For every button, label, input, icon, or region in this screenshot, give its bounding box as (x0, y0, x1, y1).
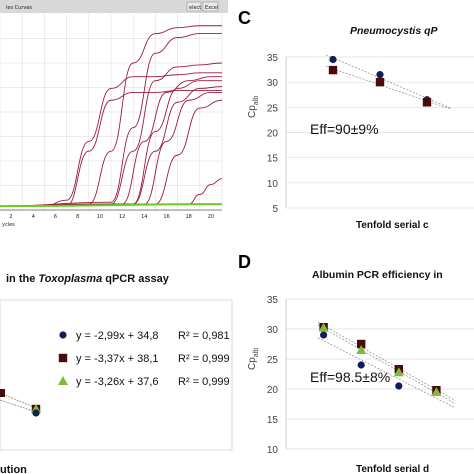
select-button[interactable] (186, 1, 202, 12)
data-point-square (422, 98, 432, 107)
amp-x-tick-label: 4 (32, 214, 35, 220)
data-point-triangle (356, 345, 367, 354)
fit-line (325, 65, 451, 110)
d-x-label: Tenfold serial d (356, 464, 429, 474)
d-y-label: Cpalb (247, 348, 260, 370)
panel-c: C Pneumocystis qP Cpalb 35 30 25 20 15 10 5 Ef… (238, 8, 474, 231)
data-point-circle (329, 55, 337, 64)
fit-line (317, 322, 456, 401)
amp-x-tick-label: 12 (119, 214, 125, 220)
c-efficiency: Eff=90±9% (310, 121, 379, 137)
d-efficiency: Eff=98.5±8% (310, 369, 390, 385)
data-point-square (357, 339, 366, 349)
toxo-legend-marker (58, 353, 68, 363)
panel-toxoplasma: in the Toxoplasma qPCR assay y = -2,99x … (0, 273, 233, 474)
toxo-legend: y = -2,99x + 34,8 R² = 0,981 y = -3,37x + … (58, 330, 230, 388)
amp-header-bar (0, 0, 228, 13)
toxo-legend-marker (59, 331, 67, 339)
amp-x-tick-label: 10 (97, 214, 103, 220)
y-tick-label: 25 (267, 103, 279, 114)
y-tick-label: 5 (272, 204, 278, 215)
data-point-circle (357, 361, 365, 369)
toxo-legend-equation: y = -3,37x + 38,1 (76, 353, 159, 365)
data-point-circle (320, 331, 328, 339)
toxo-title: in the Toxoplasma qPCR assay (6, 273, 170, 285)
toxo-point-square (0, 389, 5, 397)
d-title: Albumin PCR efficiency in (312, 269, 443, 281)
c-title: Pneumocystis qP (350, 25, 439, 37)
panel-d: D Albumin PCR efficiency in Cpalb 35 30 25… (238, 252, 474, 474)
panel-letter-d: D (238, 252, 251, 272)
toxo-fit-line (0, 399, 37, 413)
toxo-point-circle (32, 409, 40, 417)
toxo-legend-equation: y = -2,99x + 34,8 (76, 330, 159, 342)
amp-x-tick-label: 8 (76, 214, 79, 220)
y-tick-label: 20 (267, 385, 279, 396)
toxo-legend-r2: R² = 0,981 (178, 330, 230, 342)
amp-curve (0, 33, 222, 207)
toxo-fit-line (0, 392, 37, 409)
fit-line (317, 324, 456, 404)
amp-x-tick-label: 20 (208, 214, 214, 220)
amp-grid (0, 14, 223, 210)
toxo-legend-r2: R² = 0,999 (178, 353, 230, 365)
c-x-label: Tenfold serial c (356, 220, 429, 231)
amp-curve (0, 72, 222, 207)
data-point-circle (376, 71, 384, 79)
toxo-legend-marker (58, 376, 68, 385)
excel-button[interactable] (202, 1, 219, 12)
panel-letter-c: C (238, 8, 251, 28)
select-button-label: elect (189, 5, 201, 11)
toxo-x-label: ution (0, 464, 27, 474)
y-tick-label: 10 (267, 179, 279, 190)
toxo-legend-r2: R² = 0,999 (178, 376, 230, 388)
amp-curves (0, 25, 223, 208)
data-point-triangle (431, 387, 442, 396)
amp-x-tick-label: 2 (10, 214, 13, 220)
c-plot: 35 30 25 20 15 10 5 (267, 53, 474, 215)
y-tick-label: 35 (267, 53, 279, 64)
toxo-marks (0, 389, 41, 417)
amp-x-tick-label: 14 (141, 214, 147, 220)
amp-baseline (0, 203, 223, 208)
fit-line (317, 337, 456, 409)
y-tick-label: 35 (267, 295, 279, 306)
amp-x-tick-label: 18 (186, 214, 192, 220)
amp-x-ticks: 2 4 6 8 10 12 14 16 18 20 (10, 214, 215, 220)
amp-x-label: ycles (2, 222, 15, 228)
amp-header-label: les Curves (6, 5, 32, 11)
y-tick-label: 25 (267, 355, 279, 366)
toxo-legend-equation: y = -3,26x + 37,6 (76, 376, 159, 388)
data-point-square (375, 77, 385, 87)
data-point-circle (395, 382, 403, 390)
data-point-triangle (318, 322, 329, 332)
data-point-triangle (393, 367, 404, 377)
y-tick-label: 15 (267, 415, 279, 426)
y-tick-label: 20 (267, 129, 279, 140)
amp-x-tick-label: 16 (163, 214, 169, 220)
excel-button-label: Excel (205, 5, 218, 11)
toxo-plot-frame (0, 299, 233, 451)
amp-curve (0, 89, 222, 207)
data-point-square (328, 65, 338, 75)
amp-x-tick-label: 6 (54, 214, 57, 220)
y-tick-label: 10 (267, 445, 279, 456)
y-tick-label: 15 (267, 154, 279, 165)
y-tick-label: 30 (267, 78, 279, 89)
c-y-label: Cpalb (247, 96, 260, 118)
fit-line (325, 54, 451, 109)
d-plot: 35 30 25 20 15 10 (267, 295, 474, 456)
panel-amplification: les Curves elect Excel 2 4 6 8 10 12 14 16 18 20 … (0, 0, 228, 230)
y-tick-label: 30 (267, 325, 279, 336)
